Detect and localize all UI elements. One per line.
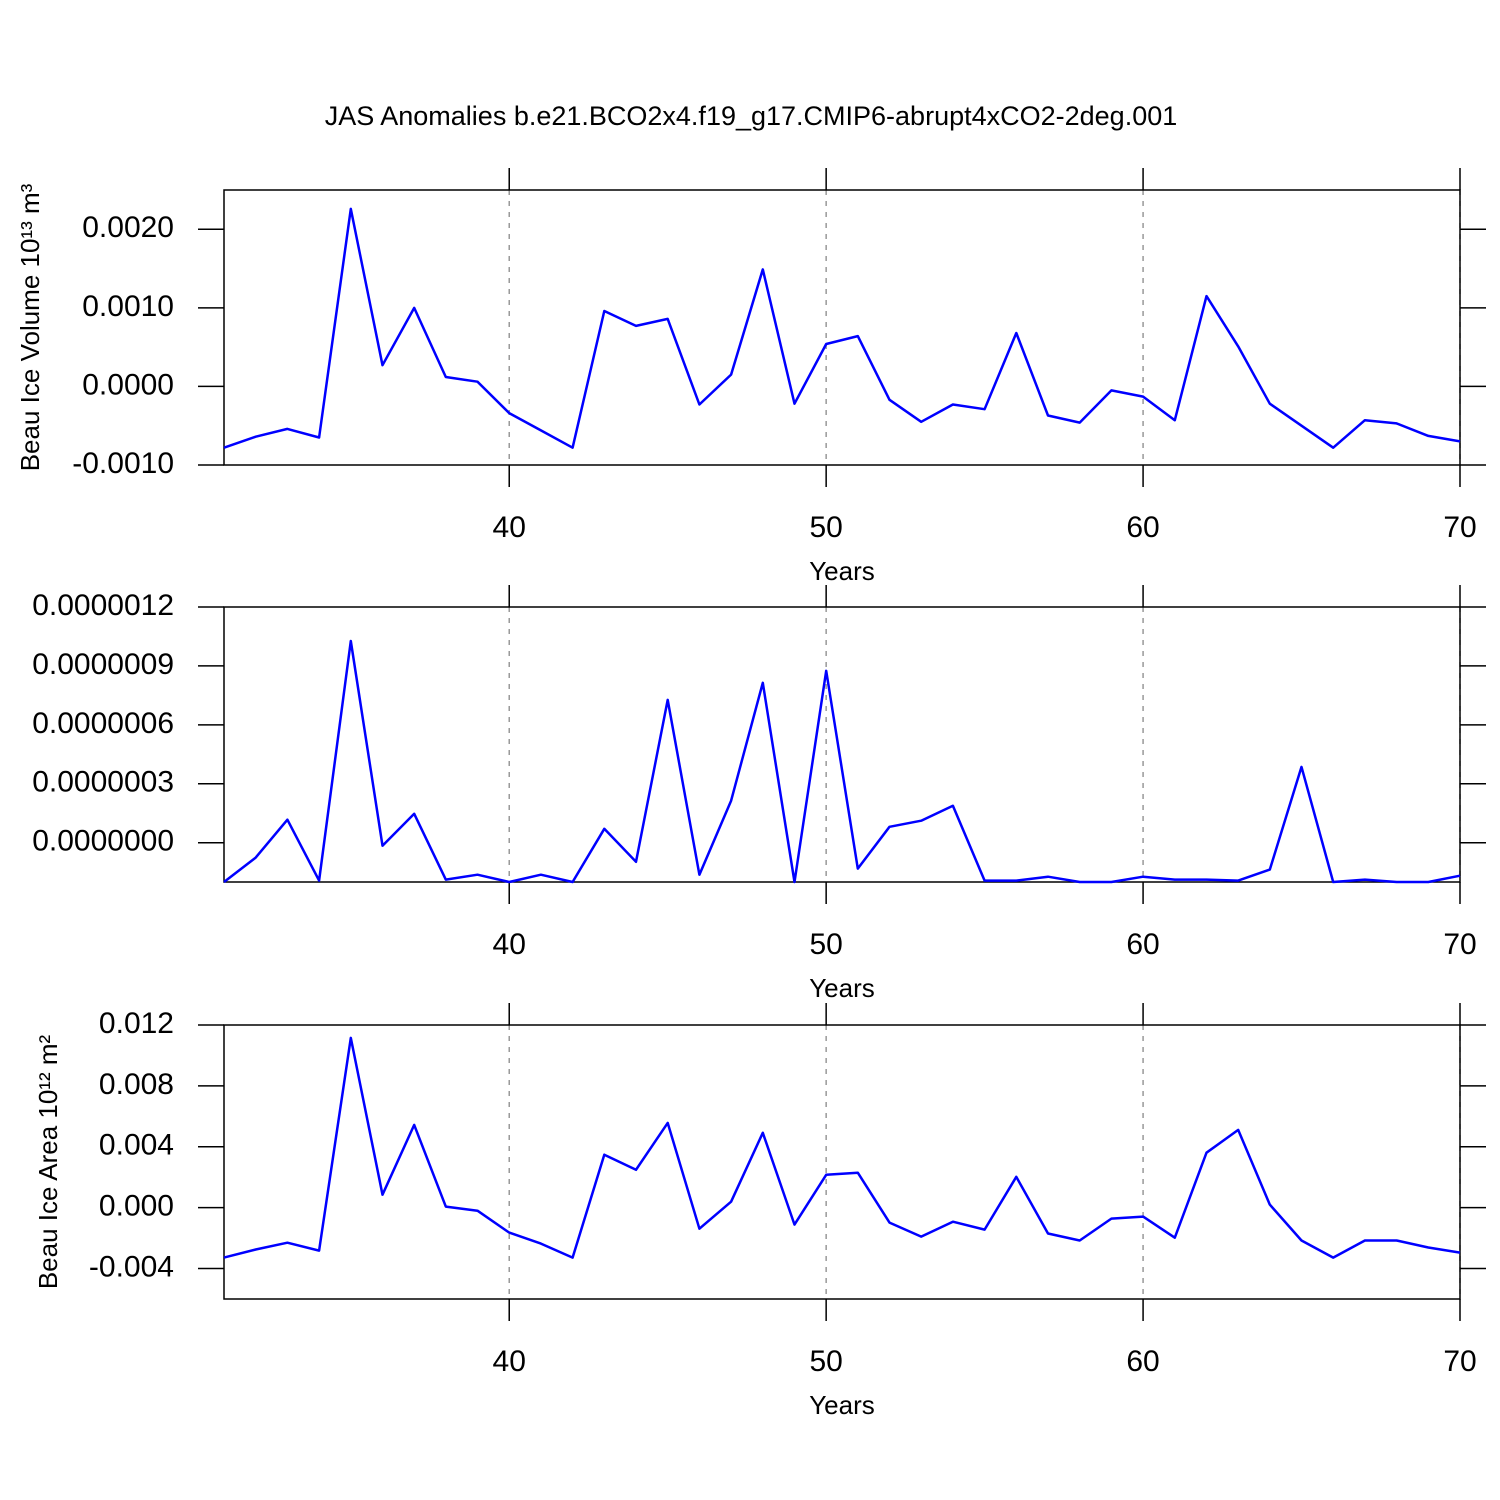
y-tick-label: 0.004 [99, 1129, 174, 1162]
x-tick-label: 60 [1126, 928, 1159, 961]
y-tick-label: 0.008 [99, 1068, 174, 1101]
x-tick-label: 60 [1126, 511, 1159, 544]
chart-title: JAS Anomalies b.e21.BCO2x4.f19_g17.CMIP6… [325, 101, 1178, 131]
y-tick-label: 0.0000006 [32, 707, 174, 740]
x-axis-label: Years [809, 1390, 875, 1420]
y-tick-label: 0.000 [99, 1190, 174, 1223]
x-tick-label: 40 [493, 928, 526, 961]
x-axis-label: Years [809, 556, 875, 586]
x-tick-label: 60 [1126, 1345, 1159, 1378]
y-tick-label: 0.0000 [82, 368, 174, 401]
data-line [223, 207, 1461, 449]
y-tick-label: 0.0000012 [32, 589, 174, 622]
data-line [223, 639, 1461, 884]
y-tick-label: 0.012 [99, 1007, 174, 1040]
y-tick-label: 0.0000003 [32, 766, 174, 799]
data-line [223, 1036, 1461, 1259]
x-tick-label: 50 [809, 1345, 842, 1378]
y-axis-label: Beau Ice Volume 10¹³ m³ [15, 183, 45, 471]
x-tick-label: 50 [809, 928, 842, 961]
plot-frame [223, 1024, 1461, 1300]
y-tick-label: 0.0020 [82, 211, 174, 244]
y-tick-label: 0.0010 [82, 290, 174, 323]
x-tick-label: 70 [1443, 928, 1476, 961]
x-tick-label: 40 [493, 1345, 526, 1378]
x-tick-label: 70 [1443, 1345, 1476, 1378]
y-tick-label: -0.004 [89, 1250, 174, 1283]
x-tick-label: 70 [1443, 511, 1476, 544]
y-axis-label: Beau Ice Area 10¹² m² [33, 1034, 63, 1289]
y-tick-label: 0.0000009 [32, 648, 174, 681]
plot-frame [223, 189, 1461, 466]
plot-frame [223, 606, 1461, 883]
y-tick-label: 0.0000000 [32, 825, 174, 858]
x-tick-label: 40 [493, 511, 526, 544]
x-axis-label: Years [809, 973, 875, 1003]
y-tick-label: -0.0010 [72, 447, 174, 480]
x-tick-label: 50 [809, 511, 842, 544]
